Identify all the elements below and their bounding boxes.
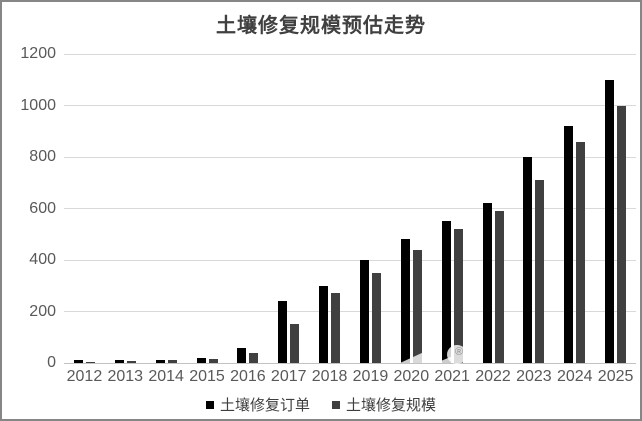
legend-item-scale: 土壤修复规模 — [332, 394, 436, 415]
bar-group-2025 — [595, 54, 636, 363]
bar-orders-2020 — [400, 239, 410, 363]
bar-groups — [64, 54, 636, 363]
bar-scale-2013 — [126, 360, 136, 363]
x-tick-label-2022: 2022 — [475, 368, 511, 385]
y-tick-label-1200: 1200 — [20, 45, 56, 62]
bar-orders-2014 — [155, 360, 165, 363]
bar-group-2016 — [227, 54, 268, 363]
bar-scale-2025 — [617, 105, 627, 363]
bar-group-2022 — [473, 54, 514, 363]
bar-orders-2023 — [523, 157, 533, 363]
gridline-600 — [64, 208, 636, 209]
x-tick-label-2012: 2012 — [66, 368, 103, 385]
legend-label-orders: 土壤修复订单 — [219, 397, 310, 414]
bar-scale-2022 — [494, 211, 504, 363]
bar-group-2024 — [554, 54, 595, 363]
x-tick-label-2015: 2015 — [189, 368, 225, 385]
bar-group-2018 — [309, 54, 350, 363]
bar-scale-2016 — [249, 352, 259, 363]
y-tick-label-400: 400 — [29, 251, 56, 268]
bar-orders-2022 — [482, 203, 492, 363]
bar-scale-2024 — [576, 141, 586, 363]
x-tick-label-2014: 2014 — [148, 368, 184, 385]
x-tick-label-2020: 2020 — [393, 368, 430, 385]
y-tick-label-0: 0 — [47, 354, 56, 371]
x-tick-label-2016: 2016 — [230, 368, 266, 385]
gridline-200 — [64, 311, 636, 312]
bar-scale-2021 — [453, 229, 463, 363]
bar-scale-2023 — [535, 180, 545, 363]
bar-group-2021 — [432, 54, 473, 363]
plot-area: ® — [64, 53, 636, 364]
chart-title: 土壤修复规模预估走势 — [216, 15, 426, 37]
y-tick-label-1000: 1000 — [20, 96, 56, 114]
bar-orders-2021 — [441, 221, 451, 363]
bar-group-2020 — [391, 54, 432, 363]
bar-scale-2015 — [208, 359, 218, 363]
bar-orders-2017 — [278, 301, 288, 363]
legend-swatch-scale — [332, 400, 340, 409]
x-tick-label-2018: 2018 — [311, 368, 348, 385]
legend-item-orders: 土壤修复订单 — [205, 394, 310, 415]
x-tick-label-2013: 2013 — [107, 368, 144, 385]
gridline-1000 — [64, 105, 636, 106]
legend-label-scale: 土壤修复规模 — [346, 397, 437, 414]
bar-scale-2012 — [85, 361, 95, 363]
bar-orders-2025 — [605, 79, 615, 363]
x-tick-label-2017: 2017 — [270, 368, 307, 385]
x-axis: 2012 2013 2014 2015 2016 2017 2018 2019 2020 2021… — [64, 368, 636, 386]
x-tick-label-2025: 2025 — [597, 368, 634, 385]
bar-group-2015 — [187, 54, 228, 363]
y-tick-label-200: 200 — [29, 302, 56, 320]
bar-group-2017 — [268, 54, 309, 363]
x-tick-label-2024: 2024 — [556, 368, 593, 385]
x-tick-label-2023: 2023 — [516, 368, 552, 385]
bar-orders-2019 — [359, 260, 369, 363]
bar-scale-2019 — [371, 272, 381, 363]
bar-group-2012 — [64, 54, 105, 363]
legend-swatch-orders — [205, 400, 214, 409]
bar-group-2013 — [105, 54, 146, 363]
bar-orders-2013 — [114, 360, 124, 363]
bar-group-2014 — [146, 54, 187, 363]
bar-orders-2012 — [73, 360, 83, 363]
x-tick-label-2019: 2019 — [352, 368, 389, 385]
gridline-1200 — [64, 53, 636, 55]
bar-orders-2016 — [237, 347, 247, 363]
y-tick-label-800: 800 — [29, 148, 56, 165]
bar-scale-2018 — [331, 293, 341, 363]
y-tick-label-600: 600 — [29, 199, 56, 217]
bar-scale-2014 — [167, 360, 177, 363]
legend: 土壤修复订单 土壤修复规模 — [2, 394, 640, 415]
bar-group-2023 — [513, 54, 554, 363]
bar-orders-2024 — [564, 126, 574, 363]
bar-group-2019 — [350, 54, 391, 363]
bar-scale-2020 — [412, 249, 422, 363]
bar-orders-2015 — [196, 357, 206, 363]
gridline-400 — [64, 259, 636, 261]
gridline-800 — [64, 156, 636, 158]
x-tick-label-2021: 2021 — [434, 368, 470, 385]
bar-scale-2017 — [290, 324, 300, 363]
x-axis-line — [64, 362, 636, 364]
bar-orders-2018 — [319, 285, 329, 363]
